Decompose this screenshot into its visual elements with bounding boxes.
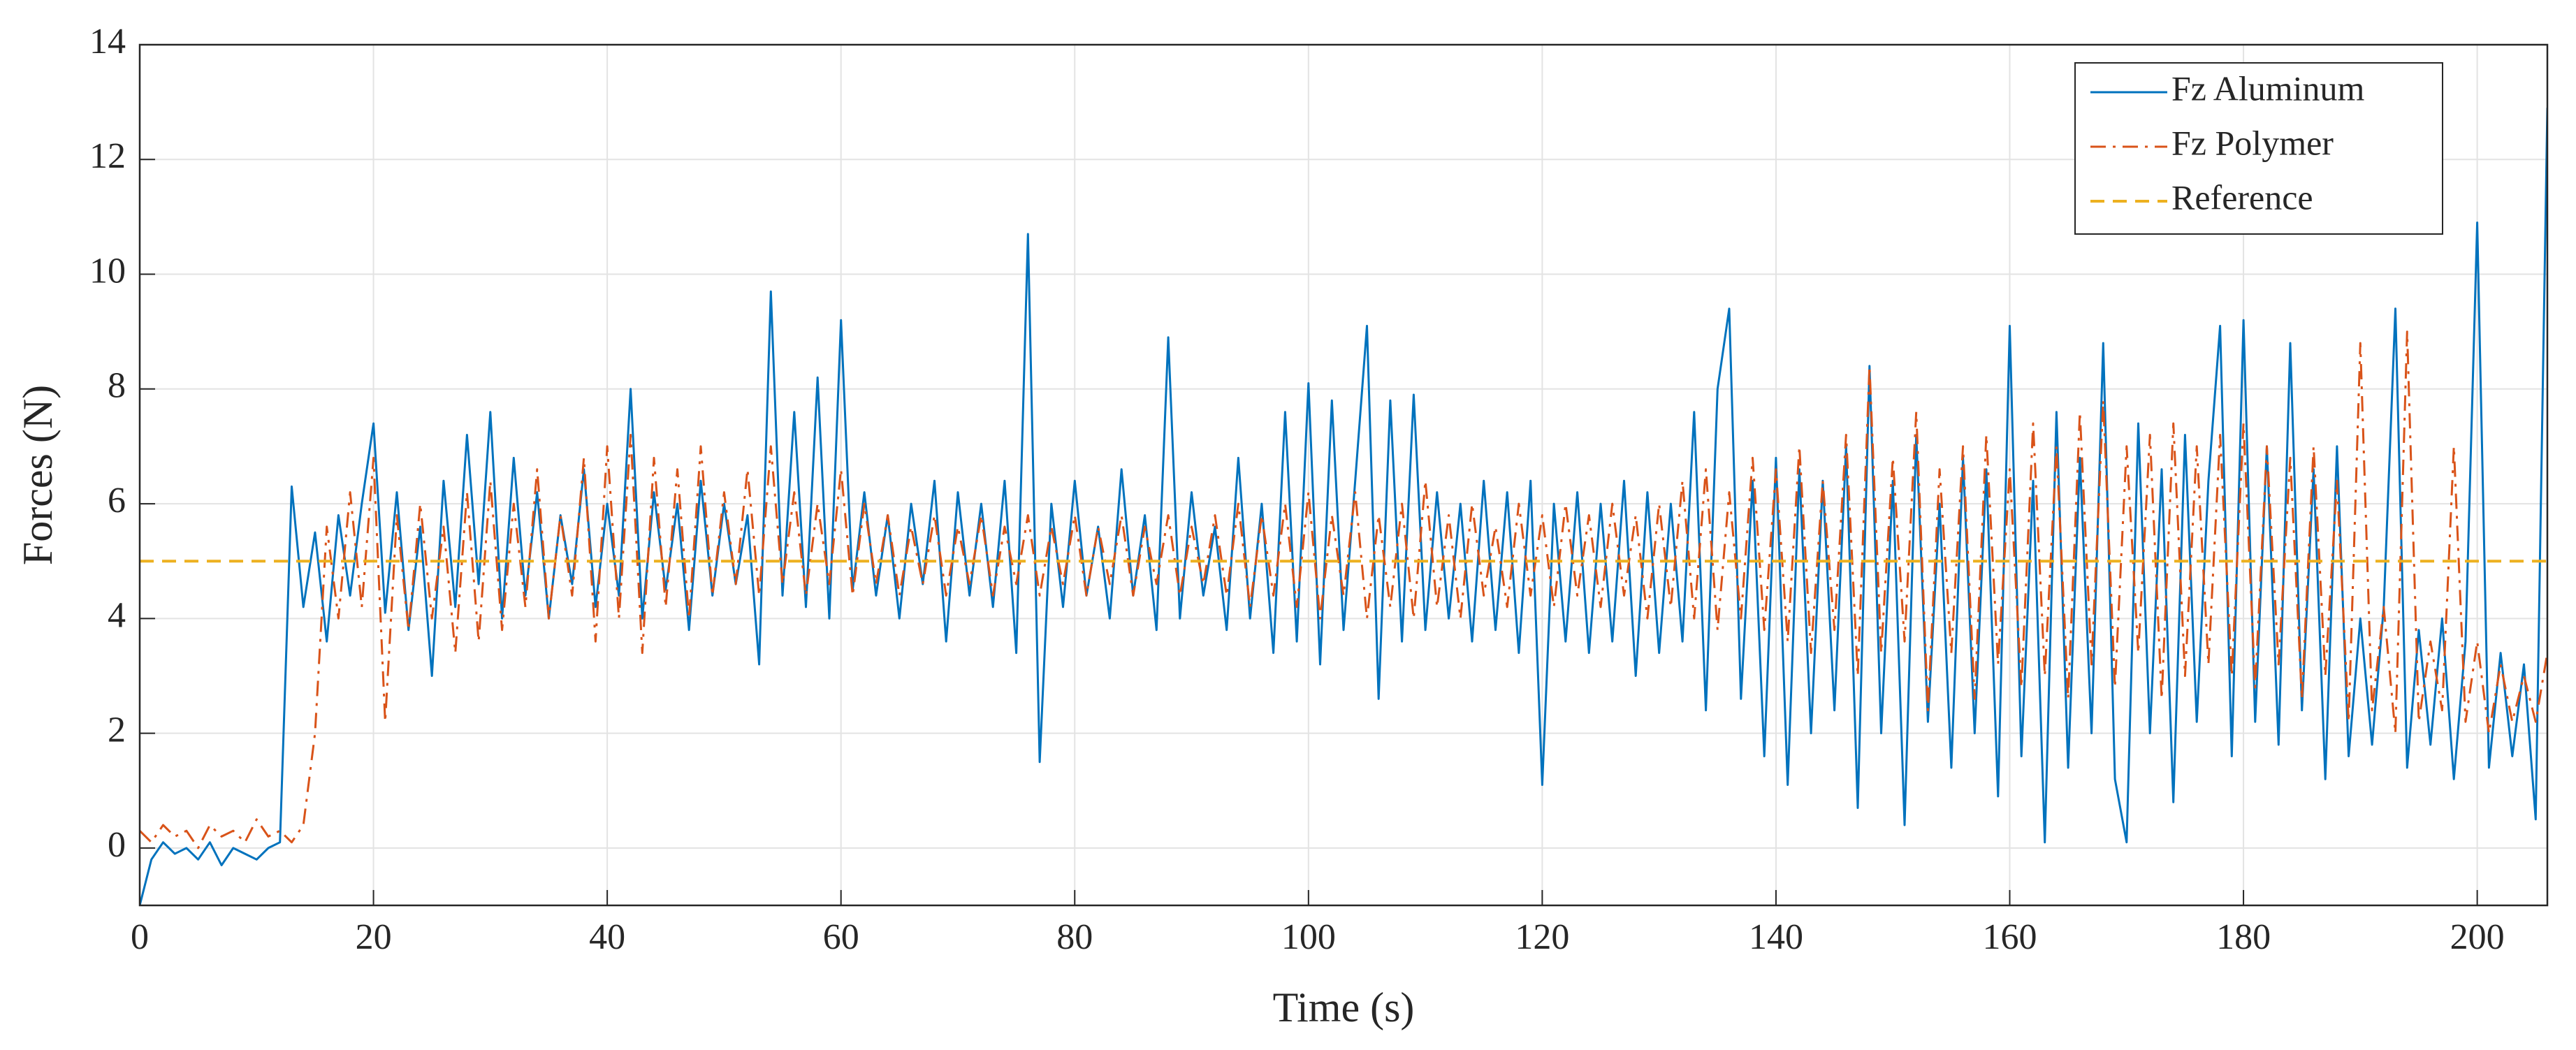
x-axis-label: Time (s)	[1273, 984, 1415, 1030]
x-tick-label: 20	[356, 917, 392, 957]
y-tick-label: 4	[108, 595, 126, 635]
y-tick-label: 2	[108, 710, 126, 750]
legend: Fz Aluminum Fz Polymer Reference	[2074, 62, 2443, 235]
y-tick-label: 0	[108, 825, 126, 865]
x-tick-label: 0	[131, 917, 149, 957]
x-tick-label: 40	[589, 917, 625, 957]
x-tick-label: 100	[1281, 917, 1336, 957]
x-tick-label: 60	[823, 917, 859, 957]
series-line	[140, 330, 2547, 850]
x-tick-label: 120	[1515, 917, 1569, 957]
y-tick-label: 10	[89, 251, 126, 291]
legend-label: Fz Polymer	[2171, 123, 2334, 162]
x-tick-label: 140	[1749, 917, 1803, 957]
y-tick-label: 6	[108, 481, 126, 520]
x-tick-label: 80	[1056, 917, 1093, 957]
x-tick-label: 180	[2216, 917, 2271, 957]
y-tick-label: 14	[89, 22, 126, 61]
series-line	[140, 108, 2547, 905]
y-axis-label: Forces (N)	[15, 385, 61, 565]
x-tick-label: 200	[2450, 917, 2505, 957]
legend-label: Reference	[2171, 177, 2313, 217]
legend-label: Fz Aluminum	[2171, 68, 2365, 108]
y-tick-label: 12	[89, 136, 126, 176]
plot-frame	[138, 43, 2549, 907]
axes: 0 20 40 60 80 100 120 140 160 180 200 0 2 4 6 8 10 12 14	[89, 22, 2549, 957]
x-tick-label: 160	[1983, 917, 2037, 957]
y-tick-label: 8	[108, 366, 126, 406]
plot-lines	[140, 108, 2547, 905]
